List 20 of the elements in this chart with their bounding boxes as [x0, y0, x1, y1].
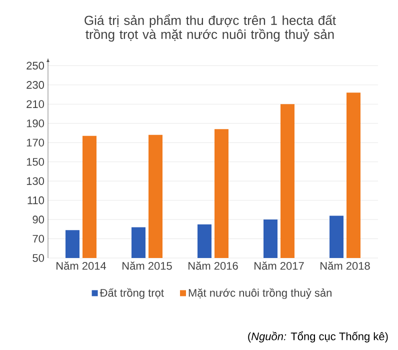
y-tick-label: 250 — [26, 62, 44, 70]
y-tick-label: 190 — [26, 120, 44, 128]
y-tick-label: 50 — [32, 254, 44, 262]
legend-label: Đất trồng trọt — [100, 288, 164, 299]
x-tick-label: Năm 2015 — [122, 262, 172, 270]
y-tick-label: 130 — [26, 177, 44, 185]
x-tick-label: Năm 2017 — [254, 262, 304, 270]
text: (Nguồn: Tổng cục Thống kê) — [248, 331, 388, 342]
y-tick-label: 170 — [26, 138, 44, 147]
y-tick-label: 90 — [32, 216, 44, 224]
y-tick-label: 70 — [32, 234, 44, 243]
y-tick-label: 210 — [26, 100, 44, 108]
y-tick-label: 150 — [26, 158, 44, 166]
legend-label: Mặt nước nuôi trồng thuỷ sản — [188, 288, 332, 299]
x-tick-label: Năm 2014 — [56, 262, 106, 270]
x-tick-label: Năm 2016 — [188, 262, 238, 270]
y-tick-label: 230 — [26, 81, 44, 89]
y-tick-label: 110 — [28, 196, 44, 204]
chart-title: Giá trị sản phẩm thu được trên 1 hecta đất trồng trọt và mặt nước nuôi trồng thuỷ sản — [84, 14, 336, 42]
x-tick-label: Năm 2018 — [320, 262, 370, 270]
